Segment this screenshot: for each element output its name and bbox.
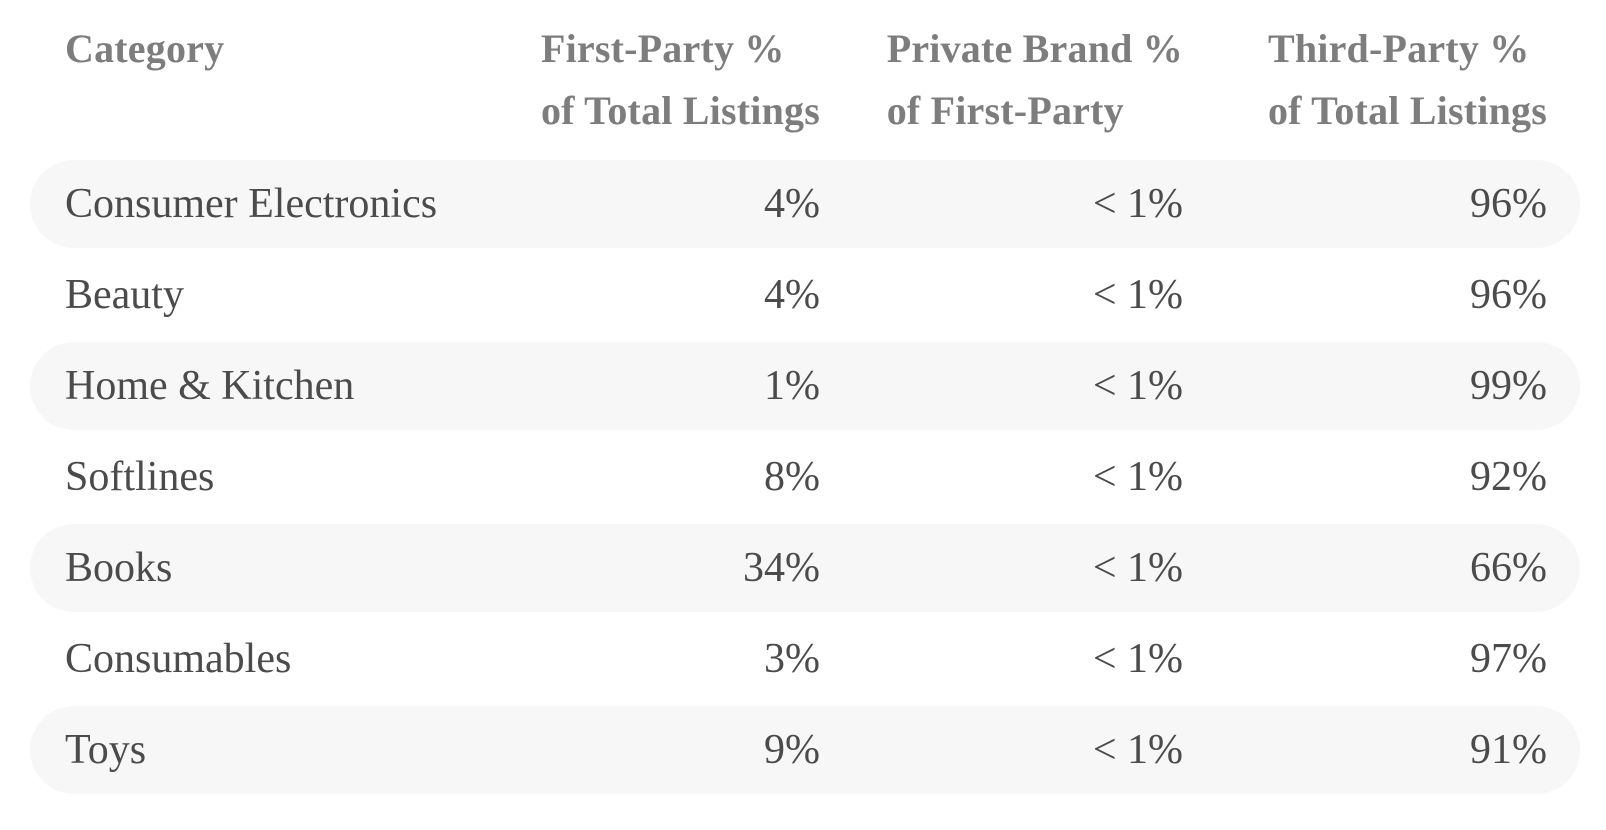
third-party-cell: 96% xyxy=(1183,160,1580,248)
header-category: Category xyxy=(30,3,490,157)
table-row: Home & Kitchen 1% < 1% 99% xyxy=(30,342,1580,430)
header-first-party-line1: First-Party % xyxy=(540,26,785,71)
listings-table-container: Category First-Party % of Total Listings… xyxy=(30,0,1580,797)
category-cell: Toys xyxy=(30,706,490,794)
table-header: Category First-Party % of Total Listings… xyxy=(30,3,1580,157)
table-row: Beauty 4% < 1% 96% xyxy=(30,251,1580,339)
private-brand-cell: < 1% xyxy=(820,342,1183,430)
category-cell: Softlines xyxy=(65,454,215,500)
category-cell: Beauty xyxy=(65,272,184,318)
third-party-cell: 66% xyxy=(1183,524,1580,612)
first-party-cell: 34% xyxy=(490,524,820,612)
private-brand-cell: < 1% xyxy=(820,524,1183,612)
header-third-party: Third-Party % of Total Listings xyxy=(1183,3,1580,157)
private-brand-cell: < 1% xyxy=(1092,272,1183,318)
header-first-party-line2: of Total Listings xyxy=(540,88,820,133)
header-third-party-line2: of Total Listings xyxy=(1267,88,1547,133)
table-body: Consumer Electronics 4% < 1% 96% Beauty … xyxy=(30,160,1580,794)
third-party-cell: 91% xyxy=(1183,706,1580,794)
category-cell: Consumer Electronics xyxy=(30,160,490,248)
header-row: Category First-Party % of Total Listings… xyxy=(30,3,1580,157)
table-row: Consumables 3% < 1% 97% xyxy=(30,615,1580,703)
header-private-brand-line1: Private Brand % xyxy=(886,26,1183,71)
table-row: Consumer Electronics 4% < 1% 96% xyxy=(30,160,1580,248)
third-party-cell: 92% xyxy=(1470,454,1547,500)
header-private-brand: Private Brand % of First-Party xyxy=(820,3,1183,157)
first-party-cell: 4% xyxy=(490,160,820,248)
header-third-party-line1: Third-Party % xyxy=(1267,26,1530,71)
first-party-cell: 8% xyxy=(764,454,820,500)
header-private-brand-line2: of First-Party xyxy=(886,88,1124,133)
first-party-cell: 3% xyxy=(764,636,820,682)
private-brand-cell: < 1% xyxy=(820,160,1183,248)
category-cell: Books xyxy=(30,524,490,612)
third-party-cell: 97% xyxy=(1470,636,1547,682)
category-cell: Consumables xyxy=(65,636,292,682)
private-brand-cell: < 1% xyxy=(1092,636,1183,682)
header-category-label: Category xyxy=(65,26,225,71)
private-brand-cell: < 1% xyxy=(820,706,1183,794)
third-party-cell: 99% xyxy=(1183,342,1580,430)
first-party-cell: 1% xyxy=(490,342,820,430)
category-cell: Home & Kitchen xyxy=(30,342,490,430)
private-brand-cell: < 1% xyxy=(1092,454,1183,500)
listings-table: Category First-Party % of Total Listings… xyxy=(30,0,1580,797)
table-row: Toys 9% < 1% 91% xyxy=(30,706,1580,794)
header-first-party: First-Party % of Total Listings xyxy=(490,3,820,157)
table-row: Books 34% < 1% 66% xyxy=(30,524,1580,612)
third-party-cell: 96% xyxy=(1470,272,1547,318)
table-row: Softlines 8% < 1% 92% xyxy=(30,433,1580,521)
first-party-cell: 9% xyxy=(490,706,820,794)
first-party-cell: 4% xyxy=(764,272,820,318)
